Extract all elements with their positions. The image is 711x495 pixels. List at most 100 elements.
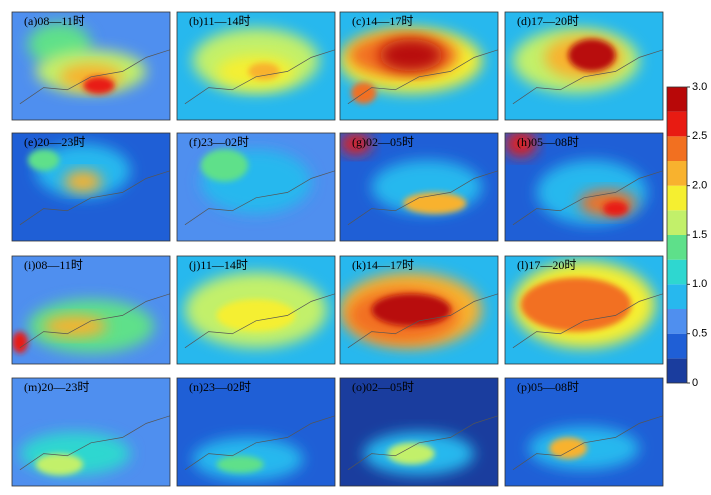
field-blob	[64, 170, 103, 193]
map-panel: (d)17—20时	[504, 11, 664, 121]
panel-frame	[176, 255, 336, 365]
map-panel: (k)14—17时	[339, 255, 499, 365]
map-field	[505, 133, 663, 241]
map-field	[12, 12, 170, 120]
field-blob	[340, 133, 372, 155]
colorbar-bin	[667, 358, 687, 383]
coastline	[512, 293, 663, 349]
panel-label: (j)11—14时	[189, 258, 248, 272]
panel-frame	[176, 132, 336, 242]
panel-label: (o)02—05时	[352, 380, 414, 394]
field-blob	[83, 76, 115, 95]
map-panel: (j)11—14时	[176, 255, 336, 365]
map-field	[177, 378, 335, 486]
field-blob	[216, 299, 296, 332]
map-field	[177, 133, 335, 241]
panel-label: (i)08—11时	[24, 258, 83, 272]
field-blob	[602, 201, 629, 217]
panel-frame	[176, 377, 336, 487]
panel-frame	[504, 132, 664, 242]
colorbar-bin	[667, 284, 687, 309]
field-blob	[505, 133, 537, 157]
panel-label: (c)14—17时	[352, 14, 413, 28]
coastline	[184, 293, 335, 349]
field-blob	[568, 39, 616, 72]
panel-frame	[504, 255, 664, 365]
field-blob	[27, 149, 60, 171]
map-field	[12, 256, 170, 364]
map-field	[340, 256, 498, 364]
panel-label: (e)20—23时	[24, 135, 85, 149]
map-panel: (l)17—20时	[504, 255, 664, 365]
panel-frame	[176, 11, 336, 121]
field-blob	[549, 437, 588, 460]
map-field	[12, 133, 170, 241]
colorbar-tick-label: 0	[692, 377, 698, 389]
coastline	[184, 49, 335, 105]
coastline	[19, 49, 170, 105]
field-blob	[35, 453, 84, 476]
panel-label: (a)08—11时	[24, 14, 85, 28]
colorbar-bin	[667, 136, 687, 161]
colorbar-tick-label: 1.0	[692, 278, 707, 290]
coastline	[512, 415, 663, 471]
coastline	[512, 170, 663, 226]
coastline	[347, 49, 498, 105]
panel-frame	[504, 377, 664, 487]
colorbar-bin	[667, 185, 687, 211]
map-panel: (n)23—02时	[176, 377, 336, 487]
map-panel: (g)02—05时	[339, 132, 499, 242]
map-field	[177, 12, 335, 120]
colorbar-bin	[667, 309, 687, 334]
panel-frame	[11, 132, 171, 242]
map-panel: (o)02—05时	[339, 377, 499, 487]
coastline	[347, 170, 498, 226]
map-panel: (e)20—23时	[11, 132, 171, 242]
field-blob	[43, 315, 107, 338]
panel-frame	[11, 377, 171, 487]
panel-frame	[339, 11, 499, 121]
panel-frame	[11, 11, 171, 121]
map-panel: (i)08—11时	[11, 255, 171, 365]
colorbar-tick-label: 3.0	[692, 81, 707, 93]
colorbar-tick-label: 2.5	[692, 130, 707, 142]
colorbar-bin	[667, 259, 687, 285]
panel-label: (b)11—14时	[189, 14, 251, 28]
colorbar-bin	[667, 210, 687, 235]
field-blob	[200, 149, 249, 182]
map-panel: (p)05—08时	[504, 377, 664, 487]
colorbar-bin	[667, 161, 687, 186]
field-blob	[12, 331, 28, 354]
panel-frame	[339, 377, 499, 487]
coastline	[347, 293, 498, 349]
field-blob	[248, 62, 280, 81]
field-blob	[403, 192, 467, 214]
map-field	[505, 256, 663, 364]
panel-frame	[504, 11, 664, 121]
panel-label: (g)02—05时	[352, 135, 414, 149]
map-field	[12, 378, 170, 486]
colorbar-tick-label: 0.5	[692, 328, 707, 340]
map-field	[177, 256, 335, 364]
colorbar-bin	[667, 111, 687, 137]
map-panel: (h)05—08时	[504, 132, 664, 242]
coastline	[184, 415, 335, 471]
colorbar-tick-label: 2.0	[692, 180, 707, 192]
panel-label: (p)05—08时	[517, 380, 579, 394]
coastline	[19, 170, 170, 226]
coastline	[184, 170, 335, 226]
colorbar-bin	[667, 235, 687, 260]
panel-label: (n)23—02时	[189, 380, 251, 394]
coastline	[347, 415, 498, 471]
map-panel: (f)23—02时	[176, 132, 336, 242]
colorbar-bin	[667, 87, 687, 112]
map-field	[340, 378, 498, 486]
panel-label: (d)17—20时	[517, 14, 579, 28]
coastline	[19, 293, 170, 349]
field-blob	[371, 293, 451, 327]
panel-label: (f)23—02时	[189, 135, 249, 149]
panel-frame	[11, 255, 171, 365]
colorbar-bin	[667, 333, 687, 359]
coastline	[19, 415, 170, 471]
